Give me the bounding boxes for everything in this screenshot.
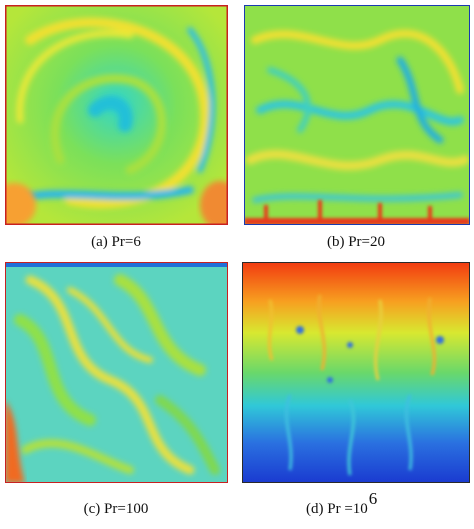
caption: (a) Pr=6 [91,234,141,250]
caption-superscript: 6 [369,489,378,508]
caption: (b) Pr=20 [327,234,385,250]
caption: (c) Pr=100 [84,501,149,517]
panel-b-field [244,5,470,225]
caption: (d) Pr =10 [306,501,368,517]
panel-c-field [5,262,228,483]
panel-a-field [5,5,228,225]
panel-d-field [242,262,470,483]
